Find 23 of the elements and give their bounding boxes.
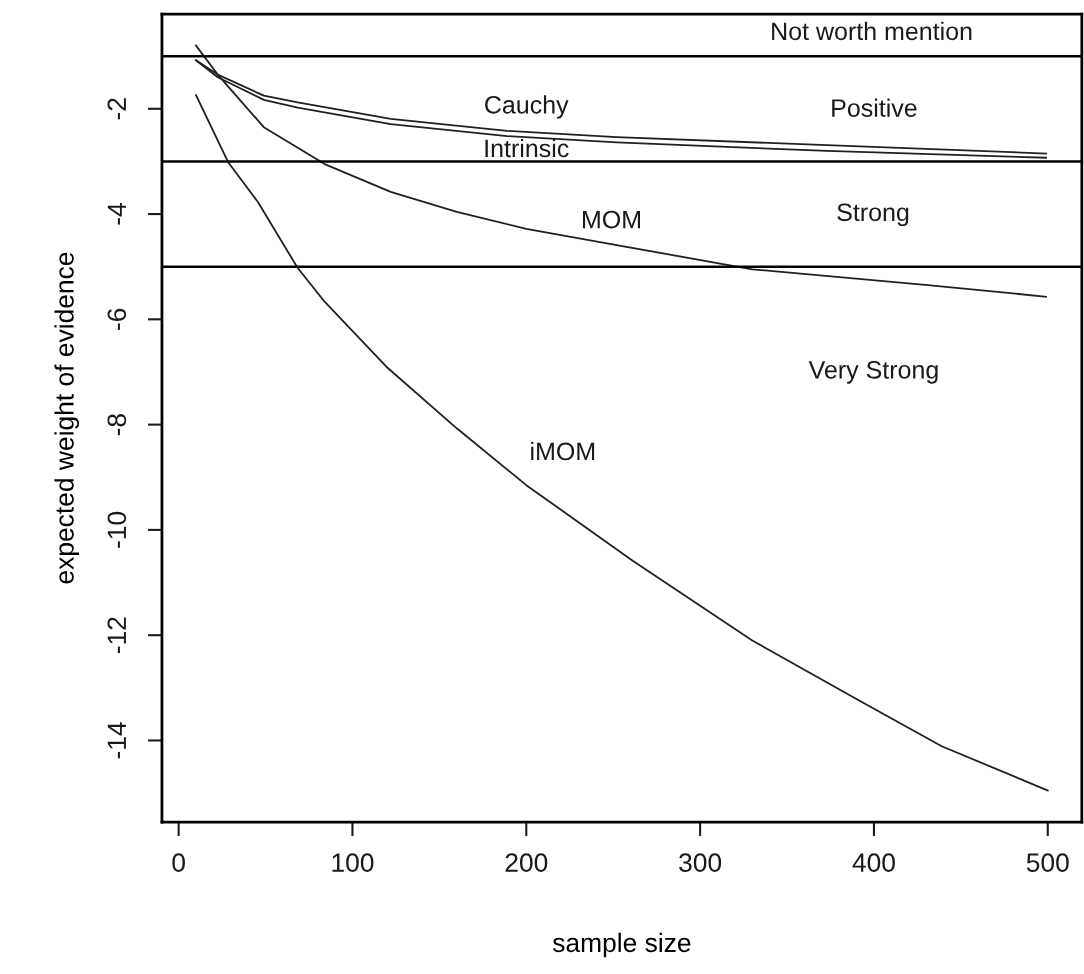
y-tick-label: -8: [107, 414, 127, 436]
series-label: Cauchy: [485, 95, 569, 119]
annotation: Not worth mention: [772, 21, 972, 41]
x-tick-label: 500: [1026, 853, 1069, 872]
y-tick-label: -4: [107, 203, 126, 225]
x-tick-label: 400: [852, 853, 895, 872]
x-tick-label: 200: [505, 853, 548, 872]
x-tick-label: 0: [172, 853, 185, 872]
x-tick-label: 300: [679, 853, 722, 872]
y-tick-label: -10: [107, 511, 127, 548]
annotation: Positive: [832, 98, 917, 117]
y-tick-label: -14: [107, 722, 126, 759]
x-axis-title: sample size: [552, 932, 691, 958]
annotation: Strong: [837, 203, 909, 227]
series-label: MOM: [583, 210, 640, 229]
y-tick-label: -6: [107, 308, 127, 330]
series-label: Intrinsic: [485, 138, 569, 158]
y-axis-title: expected weight of evidence: [54, 252, 80, 584]
y-tick-label: -12: [107, 617, 126, 654]
annotation: Very Strong: [808, 360, 938, 384]
x-tick-label: 100: [332, 853, 374, 872]
series-label: iMOM: [531, 441, 595, 461]
y-tick-label: -2: [107, 98, 126, 120]
